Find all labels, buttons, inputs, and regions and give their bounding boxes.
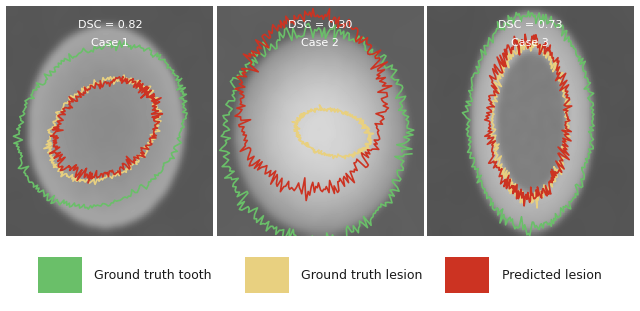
Text: Ground truth lesion: Ground truth lesion — [301, 269, 422, 281]
Text: DSC = 0.82: DSC = 0.82 — [77, 20, 142, 30]
Text: DSC = 0.73: DSC = 0.73 — [498, 20, 563, 30]
FancyBboxPatch shape — [38, 257, 82, 293]
Text: Ground truth tooth: Ground truth tooth — [94, 269, 212, 281]
Text: Case 3: Case 3 — [511, 38, 549, 48]
Text: Predicted lesion: Predicted lesion — [502, 269, 602, 281]
FancyBboxPatch shape — [244, 257, 289, 293]
Text: DSC = 0.30: DSC = 0.30 — [288, 20, 352, 30]
Text: Case 2: Case 2 — [301, 38, 339, 48]
FancyBboxPatch shape — [445, 257, 490, 293]
Text: Case 1: Case 1 — [91, 38, 129, 48]
